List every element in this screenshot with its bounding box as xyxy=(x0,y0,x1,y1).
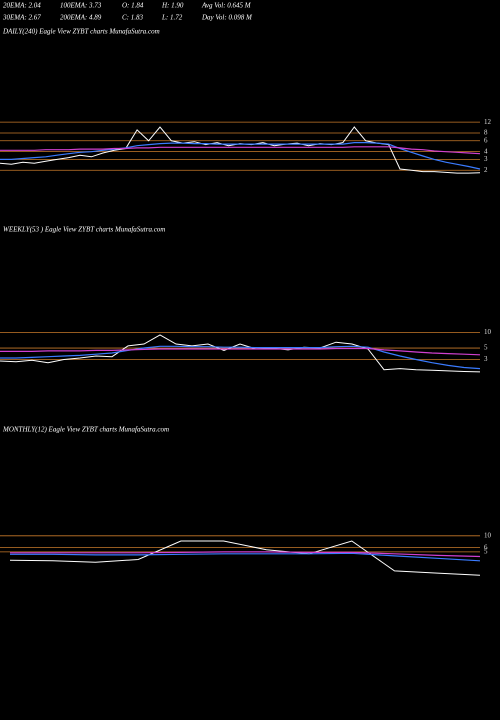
price-line xyxy=(0,347,481,356)
price-line xyxy=(9,540,481,576)
price-line xyxy=(10,552,481,562)
y-tick-label: 10 xyxy=(484,328,492,336)
header-stat: L: 1.72 xyxy=(161,14,183,22)
header-stat: 200EMA: 4.89 xyxy=(60,14,102,22)
y-tick-label: 2 xyxy=(484,166,488,174)
y-tick-label: 6 xyxy=(484,136,488,144)
panel-title: MONTHLY(12) Eagle View ZYBT charts Munaf… xyxy=(2,426,169,434)
header-stat: 20EMA: 2.04 xyxy=(3,2,41,10)
header-stat: C: 1.83 xyxy=(122,14,144,22)
header-stat: 100EMA: 3.73 xyxy=(60,2,102,10)
y-tick-label: 5 xyxy=(484,344,488,352)
header-stat: 30EMA: 2.67 xyxy=(2,14,41,22)
y-tick-label: 8 xyxy=(484,129,488,137)
y-tick-label: 10 xyxy=(484,531,492,539)
price-line xyxy=(0,345,481,370)
y-tick-label: 3 xyxy=(484,155,488,163)
price-line xyxy=(10,551,481,558)
price-line xyxy=(0,334,481,373)
y-tick-label: 6 xyxy=(484,543,488,551)
header-stat: Avg Vol: 0.645 M xyxy=(201,2,252,10)
header-stat: Day Vol: 0.098 M xyxy=(201,14,253,22)
panel-title: DAILY(240) Eagle View ZYBT charts Munafa… xyxy=(2,28,160,36)
panel-title: WEEKLY(53 ) Eagle View ZYBT charts Munaf… xyxy=(3,226,165,234)
header-stat: O: 1.84 xyxy=(122,2,144,10)
y-tick-label: 5 xyxy=(484,547,488,555)
header-stat: H: 1.90 xyxy=(161,2,184,10)
y-tick-label: 4 xyxy=(484,147,488,155)
price-line xyxy=(0,146,481,155)
y-tick-label: 3 xyxy=(484,355,488,363)
y-tick-label: 12 xyxy=(484,118,492,126)
